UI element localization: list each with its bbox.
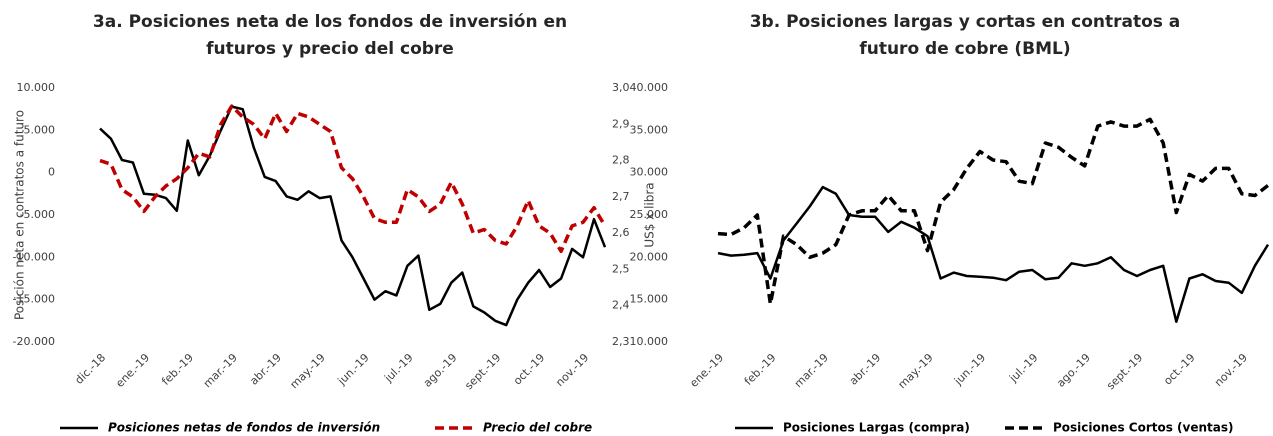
x-tick-label: feb.-19: [159, 351, 196, 388]
data-line: [717, 185, 1270, 323]
x-tick-label: oct.-19: [511, 351, 547, 387]
chart-title: 3a. Posiciones neta de los fondos de inv…: [93, 12, 567, 32]
y-tick-label: 10.000: [630, 335, 669, 348]
y2-tick-label: 2,7: [612, 190, 630, 203]
data-line: [99, 104, 607, 254]
y-axis-title: Posición neta en contratos a futuro: [13, 110, 27, 320]
y-tick-label: -5.000: [20, 208, 55, 221]
y2-tick-label: 2,9: [612, 117, 630, 130]
x-tick-label: nov.-19: [1212, 351, 1250, 389]
data-line: [99, 105, 607, 327]
x-tick-label: ene.-19: [113, 351, 152, 390]
legend-label: Posiciones Largas (compra): [783, 421, 970, 435]
x-tick-label: sept.-19: [462, 351, 503, 392]
x-tick-label: nov.-19: [553, 351, 591, 389]
y-tick-label: 40.000: [630, 81, 669, 94]
y2-tick-label: 2,5: [612, 262, 630, 275]
y2-tick-label: 3,0: [612, 81, 630, 94]
x-tick-label: sept.-19: [1104, 351, 1145, 392]
chart-title: futuros y precio del cobre: [206, 39, 454, 59]
y-tick-label: 25.000: [630, 208, 669, 221]
x-tick-label: jun.-19: [951, 351, 988, 388]
y-tick-label: -10.000: [13, 250, 55, 263]
x-tick-label: oct.-19: [1161, 351, 1197, 387]
x-tick-label: mar.-19: [792, 351, 831, 390]
y-tick-label: 0: [48, 166, 55, 179]
y-tick-label: -15.000: [13, 293, 55, 306]
y-tick-label: 10.000: [17, 81, 56, 94]
x-tick-label: jun.-19: [335, 351, 372, 388]
data-line: [717, 117, 1270, 306]
x-tick-label: may.-19: [896, 351, 936, 391]
y-tick-label: 35.000: [630, 123, 669, 136]
y2-tick-label: 2,8: [612, 154, 630, 167]
x-tick-label: ago.-19: [1054, 351, 1093, 390]
y2-axis-title: US$ x libra: [643, 182, 657, 247]
y-tick-label: 5.000: [24, 123, 56, 136]
y-tick-label: 15.000: [630, 293, 669, 306]
legend-label: Posiciones netas de fondos de inversión: [108, 421, 380, 435]
chart-title: futuro de cobre (BML): [859, 39, 1070, 59]
y2-tick-label: 2,3: [612, 335, 630, 348]
legend-label: Precio del cobre: [483, 421, 592, 435]
chart-title: 3b. Posiciones largas y cortas en contra…: [750, 12, 1181, 32]
x-tick-label: ago.-19: [421, 351, 460, 390]
y2-tick-label: 2,6: [612, 226, 630, 239]
y-tick-label: 30.000: [630, 166, 669, 179]
x-tick-label: jul.-19: [381, 351, 415, 385]
x-tick-label: feb.-19: [742, 351, 779, 388]
legend-label: Posiciones Cortos (ventas): [1053, 421, 1234, 435]
x-tick-label: abr.-19: [847, 351, 884, 388]
y2-tick-label: 2,4: [612, 299, 630, 312]
x-tick-label: jul.-19: [1006, 351, 1040, 385]
y-tick-label: 20.000: [630, 250, 669, 263]
x-tick-label: may.-19: [288, 351, 328, 391]
x-tick-label: dic.-18: [72, 351, 108, 387]
y-tick-label: -20.000: [13, 335, 55, 348]
x-tick-label: mar.-19: [201, 351, 240, 390]
x-tick-label: ene.-19: [687, 351, 726, 390]
x-tick-label: abr.-19: [247, 351, 284, 388]
